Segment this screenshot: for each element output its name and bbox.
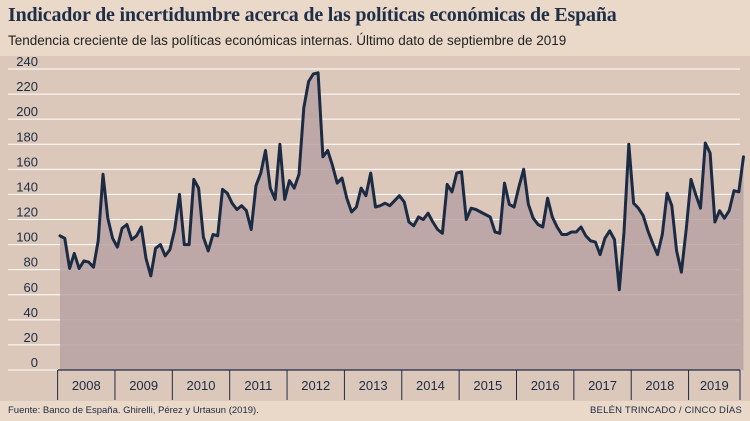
series-line [58, 71, 745, 292]
y-tick-label: 0 [31, 355, 38, 370]
x-tick-label: 2017 [588, 378, 617, 393]
source-note: Fuente: Banco de España. Ghirelli, Pérez… [8, 405, 259, 416]
x-axis: 2008 2009 2010 2011 2012 2013 2014 2015 2016 2017… [57, 369, 741, 400]
x-tick-label: 2015 [473, 378, 502, 393]
y-tick-label: 60 [24, 280, 38, 295]
x-tick-label: 2010 [187, 378, 216, 393]
y-tick-label: 40 [24, 305, 38, 320]
series-area [60, 72, 744, 371]
y-tick-label: 100 [16, 230, 38, 245]
author-credit: BELÉN TRINCADO / CINCO DÍAS [590, 405, 742, 416]
chart-subtitle: Tendencia creciente de las políticas eco… [8, 33, 567, 48]
x-tick-label: 2016 [531, 378, 560, 393]
y-tick-labels: 0 20 40 60 80 100 120 140 160 180 200 220 240 [16, 54, 38, 370]
y-tick-label: 160 [16, 154, 38, 169]
chart-title: Indicador de incertidumbre acerca de las… [8, 4, 617, 26]
x-tick-label: 2019 [700, 378, 729, 393]
x-tick-label: 2009 [129, 378, 158, 393]
x-tick-label: 2014 [416, 378, 445, 393]
x-tick-label: 2012 [301, 378, 330, 393]
x-tick-label: 2018 [645, 378, 674, 393]
area-layer [58, 71, 745, 371]
y-tick-label: 220 [16, 79, 38, 94]
y-tick-label: 120 [16, 205, 38, 220]
y-tick-label: 200 [16, 104, 38, 119]
x-tick-label: 2011 [244, 378, 272, 393]
y-tick-label: 240 [16, 54, 38, 69]
y-tick-label: 80 [24, 255, 38, 270]
y-tick-label: 20 [24, 330, 38, 345]
x-tick-label: 2008 [72, 378, 101, 393]
x-tick-label: 2013 [359, 378, 388, 393]
y-tick-label: 180 [16, 129, 38, 144]
y-tick-label: 140 [16, 179, 38, 194]
